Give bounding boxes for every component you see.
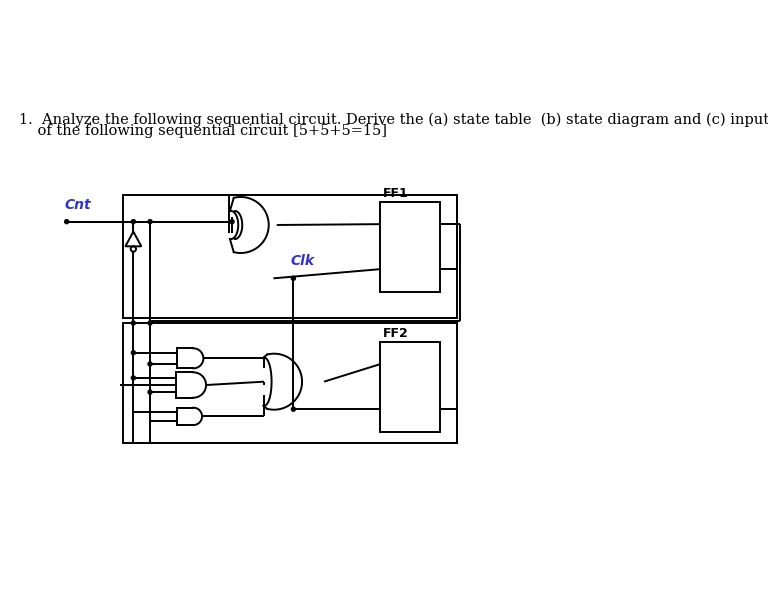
Text: D Q: D Q <box>382 344 402 353</box>
Circle shape <box>131 351 135 355</box>
Text: FF2: FF2 <box>382 327 409 340</box>
Circle shape <box>65 219 68 224</box>
Circle shape <box>131 321 135 325</box>
Text: > Q': > Q' <box>382 388 409 398</box>
Circle shape <box>148 362 152 366</box>
Text: > Q': > Q' <box>382 248 409 258</box>
Text: Clk: Clk <box>290 254 314 268</box>
Circle shape <box>131 376 135 380</box>
Circle shape <box>291 276 296 280</box>
Circle shape <box>131 219 135 224</box>
Bar <box>380 202 440 292</box>
Circle shape <box>230 219 234 224</box>
Text: of the following sequential circuit [5+5+5=15]: of the following sequential circuit [5+5… <box>18 124 386 138</box>
Text: FF1: FF1 <box>382 187 409 200</box>
Bar <box>380 341 440 432</box>
Circle shape <box>291 407 296 411</box>
Text: D Q: D Q <box>382 204 402 213</box>
Bar <box>124 323 457 443</box>
Circle shape <box>148 219 152 224</box>
Text: 1.  Analyze the following sequential circuit. Derive the (a) state table  (b) st: 1. Analyze the following sequential circ… <box>18 113 768 127</box>
Circle shape <box>148 390 152 394</box>
Text: Cnt: Cnt <box>64 199 91 212</box>
Circle shape <box>148 321 152 325</box>
Bar <box>124 195 457 318</box>
